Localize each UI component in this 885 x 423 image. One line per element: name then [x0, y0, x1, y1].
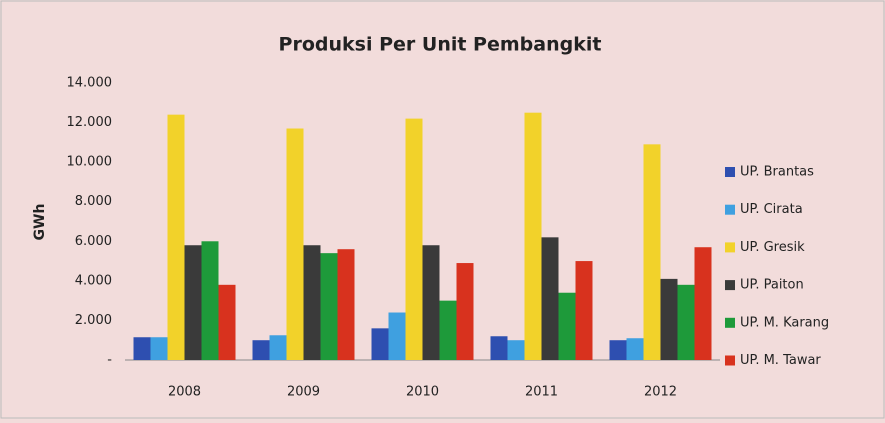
legend-label: UP. M. Karang: [740, 315, 829, 330]
bar: [405, 118, 423, 360]
chart-title: Produksi Per Unit Pembangkit: [279, 34, 602, 56]
bar: [626, 338, 644, 360]
bar: [133, 337, 151, 360]
x-tick-label: 2010: [406, 385, 439, 400]
bar: [150, 337, 168, 360]
legend-swatch: [725, 242, 735, 253]
legend-swatch: [725, 167, 735, 177]
y-tick-label: 12.000: [67, 115, 113, 130]
legend-swatch: [725, 317, 735, 328]
bar: [609, 340, 627, 360]
y-tick-label: 2.000: [75, 313, 112, 328]
bar: [660, 278, 678, 360]
bar: [524, 112, 542, 360]
y-tick-label: 6.000: [75, 234, 112, 249]
bar: [507, 340, 525, 360]
legend-label: UP. Brantas: [740, 165, 814, 180]
bar: [303, 245, 321, 360]
bar: [677, 284, 695, 360]
bar: [167, 114, 185, 361]
bar: [694, 247, 712, 360]
y-tick-label: -: [107, 353, 112, 368]
legend-swatch: [725, 355, 735, 366]
bar: [184, 245, 202, 360]
y-tick-label: 8.000: [75, 194, 112, 209]
bar: [286, 128, 304, 360]
bar: [456, 263, 474, 360]
bar: [201, 241, 219, 360]
x-tick-label: 2011: [525, 385, 558, 400]
bar: [575, 261, 593, 360]
bar: [371, 328, 389, 360]
bar: [337, 249, 355, 360]
legend-swatch: [725, 204, 735, 215]
bar: [269, 335, 287, 360]
legend-label: UP. Gresik: [740, 240, 805, 255]
y-tick-label: 10.000: [67, 155, 113, 170]
bar: [218, 284, 236, 360]
x-tick-label: 2012: [644, 385, 677, 400]
bar: [541, 237, 559, 360]
legend-swatch: [725, 280, 735, 291]
x-tick-label: 2009: [287, 385, 320, 400]
bar: [439, 300, 457, 360]
bar: [388, 312, 406, 360]
bar: [422, 245, 440, 360]
y-tick-label: 4.000: [75, 273, 112, 288]
legend-label: UP. Paiton: [740, 278, 804, 293]
bar: [320, 253, 338, 360]
x-tick-label: 2008: [168, 385, 201, 400]
y-axis-label: GWh: [32, 204, 48, 241]
y-tick-label: 14.000: [67, 76, 113, 91]
bar: [490, 336, 508, 360]
legend-label: UP. Cirata: [740, 202, 803, 217]
bar: [558, 292, 576, 360]
bar: [252, 340, 270, 360]
bar: [643, 144, 661, 360]
legend-label: UP. M. Tawar: [740, 353, 821, 368]
